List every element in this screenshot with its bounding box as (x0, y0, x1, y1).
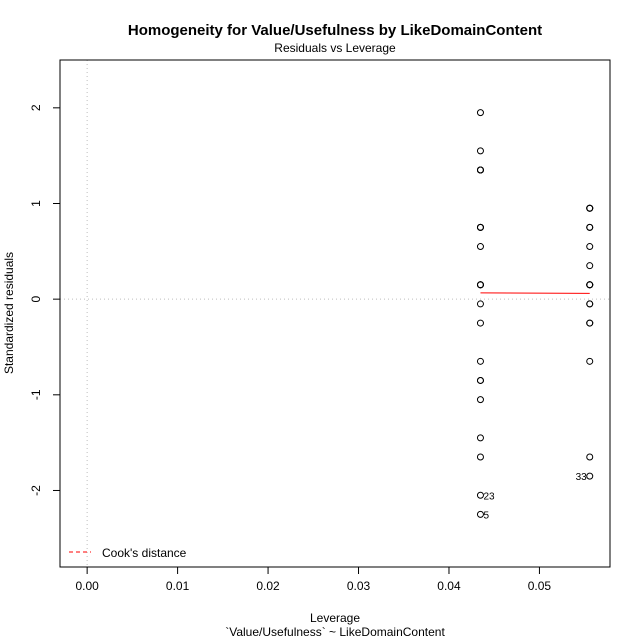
data-point (476, 109, 484, 117)
x-tick-label: 0.01 (166, 579, 190, 593)
data-point (476, 300, 484, 308)
y-tick-label: 1 (29, 200, 43, 207)
data-point (586, 300, 594, 308)
data-point (476, 357, 484, 365)
point-label: 5 (483, 510, 489, 521)
data-point (476, 491, 484, 499)
data-point (476, 434, 484, 442)
data-points (476, 109, 594, 518)
data-point (476, 376, 484, 384)
y-tick-label: 0 (29, 295, 43, 302)
y-axis: -2 -1 0 1 2 (29, 104, 61, 496)
data-point (586, 223, 594, 231)
data-point (586, 262, 594, 270)
y-tick-label: -1 (29, 389, 43, 400)
data-point (476, 510, 484, 518)
x-tick-label: 0.04 (437, 579, 461, 593)
data-point (476, 396, 484, 404)
data-point (586, 243, 594, 251)
x-tick-label: 0.02 (256, 579, 280, 593)
data-point (476, 453, 484, 461)
legend-cooks-distance-label: Cook's distance (102, 546, 187, 560)
plot-frame (59, 59, 611, 568)
data-point (586, 319, 594, 327)
data-point (586, 204, 594, 212)
data-point (476, 223, 484, 231)
data-point (586, 472, 594, 480)
data-point (586, 357, 594, 365)
x-tick-label: 0.00 (75, 579, 99, 593)
x-axis-sublabel: `Value/Usefulness` ~ LikeDomainContent (225, 625, 445, 639)
data-point (476, 319, 484, 327)
y-tick-label: -2 (29, 485, 43, 496)
data-point (476, 281, 484, 289)
y-tick-label: 2 (29, 104, 43, 111)
y-axis-label: Standardized residuals (2, 252, 16, 374)
x-tick-label: 0.03 (347, 579, 371, 593)
chart-title: Homogeneity for Value/Usefulness by Like… (128, 22, 542, 39)
data-point (476, 166, 484, 174)
legend: Cook's distance (69, 546, 187, 560)
x-tick-label: 0.05 (528, 579, 552, 593)
data-point (586, 453, 594, 461)
data-point (476, 147, 484, 155)
chart-subtitle: Residuals vs Leverage (274, 41, 396, 55)
data-point (476, 243, 484, 251)
reference-lines (60, 60, 610, 567)
x-axis-label: Leverage (310, 611, 360, 625)
point-label: 33 (576, 472, 588, 483)
point-label: 23 (483, 491, 495, 502)
x-axis: 0.00 0.01 0.02 0.03 0.04 0.05 (75, 566, 552, 593)
data-point (586, 281, 594, 289)
point-labels: 23 5 33 (483, 472, 587, 521)
